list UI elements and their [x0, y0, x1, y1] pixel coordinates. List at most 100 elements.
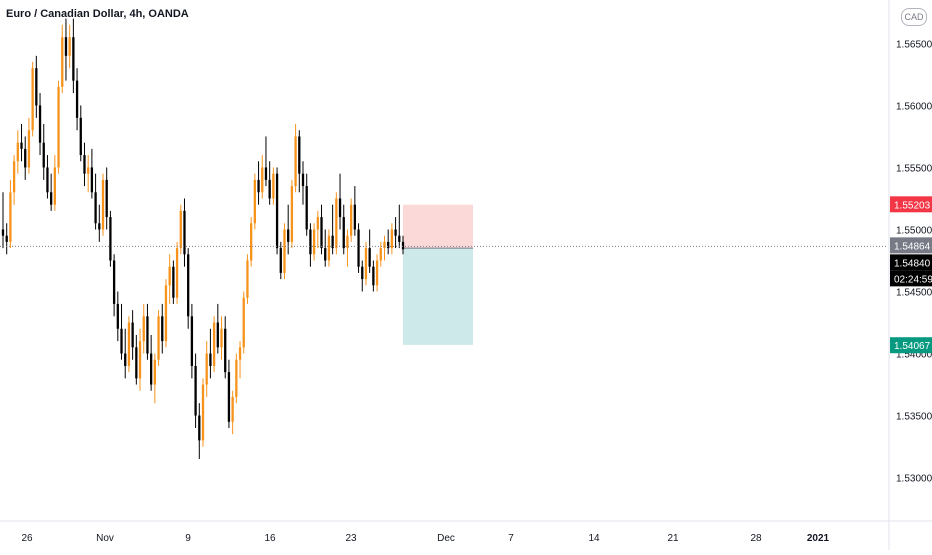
- x-tick-label: 21: [667, 533, 679, 544]
- candle-body: [179, 210, 182, 249]
- candle-body: [127, 322, 131, 366]
- candle-body: [83, 155, 86, 174]
- candle-body: [194, 365, 197, 416]
- y-tick-label: 1.53500: [896, 412, 932, 423]
- y-tick-label: 1.55500: [896, 163, 932, 174]
- current-price-label: 1.54864: [894, 241, 931, 252]
- candle-body: [38, 105, 42, 143]
- candle-body: [68, 37, 71, 56]
- candle-body: [394, 229, 397, 236]
- candle-body: [150, 353, 153, 385]
- candle-body: [238, 347, 242, 360]
- countdown-price-label: 02:24:59: [894, 274, 932, 285]
- candle-body: [298, 136, 301, 174]
- candle-body: [390, 229, 394, 249]
- candle-body: [242, 297, 245, 348]
- candle-body: [379, 248, 382, 261]
- candle-body: [305, 186, 308, 230]
- stop-price-label-bg: [890, 337, 932, 354]
- candle-body: [20, 142, 23, 149]
- candle-body: [90, 167, 94, 193]
- candle-body: [257, 179, 260, 193]
- candle-body: [116, 303, 119, 329]
- candle-body: [320, 217, 323, 249]
- x-tick-label: 23: [345, 533, 357, 544]
- candle-body: [183, 210, 186, 255]
- candle-body: [172, 266, 175, 298]
- candle-body: [53, 167, 56, 205]
- candle-body: [398, 235, 401, 242]
- candle-body: [31, 68, 34, 131]
- candle-body: [79, 117, 82, 156]
- candle-body: [335, 198, 338, 249]
- candle-body: [338, 198, 342, 218]
- candle-body: [138, 341, 142, 379]
- candle-body: [112, 260, 116, 304]
- x-tick-label: 2021: [807, 533, 830, 544]
- x-tick-label: Dec: [437, 533, 455, 544]
- candle-body: [46, 167, 49, 193]
- candle-body: [250, 223, 253, 261]
- candle-body: [383, 241, 386, 249]
- candle-body: [61, 37, 64, 87]
- candle-body: [1, 229, 5, 236]
- candle-body: [227, 372, 231, 422]
- x-tick-label: 26: [21, 533, 33, 544]
- x-tick-label: 7: [508, 533, 514, 544]
- countdown-price-label-bg: [890, 270, 932, 287]
- candle-body: [331, 235, 334, 249]
- candle-body: [261, 167, 264, 193]
- candle-body: [87, 167, 90, 174]
- candle-body: [272, 173, 275, 199]
- short-position-tool: [403, 204, 473, 345]
- candle-body: [175, 248, 179, 298]
- currency-badge[interactable]: CAD: [901, 8, 927, 26]
- price-labels-layer: 1.55203 1.54864 1.54840 02:24:59 1.54067: [890, 196, 932, 354]
- candle-body: [357, 229, 360, 267]
- candle-body: [190, 316, 194, 366]
- candle-body: [342, 217, 345, 249]
- candle-body: [287, 229, 290, 242]
- candle-body: [153, 359, 156, 385]
- candle-body: [353, 204, 356, 230]
- candle-body: [5, 235, 8, 242]
- last-price-label: 1.54840: [894, 258, 931, 269]
- candle-body: [283, 229, 286, 273]
- candle-body: [290, 186, 294, 242]
- candle-body: [212, 322, 216, 366]
- candle-body: [401, 241, 405, 250]
- candle-body: [309, 229, 312, 255]
- candle-body: [24, 148, 27, 168]
- y-tick-label: 1.56000: [896, 101, 932, 112]
- last-price-label-bg: [890, 254, 932, 271]
- candle-body: [224, 328, 227, 373]
- x-tick-label: 14: [588, 533, 600, 544]
- target-price-label: 1.55203: [894, 200, 931, 211]
- candle-body: [268, 179, 271, 199]
- candle-body: [324, 248, 327, 261]
- y-tick-label: 1.54000: [896, 350, 932, 361]
- candle-body: [94, 192, 97, 224]
- x-tick-label: 16: [264, 533, 276, 544]
- candle-body: [27, 130, 31, 168]
- candle-body: [16, 142, 19, 162]
- candle-body: [164, 285, 168, 342]
- candle-body: [279, 248, 282, 273]
- stop-loss-zone: [403, 204, 473, 249]
- candle-body: [375, 260, 379, 286]
- candle-body: [264, 167, 268, 180]
- x-tick-label: Nov: [96, 533, 114, 544]
- x-tick-label: 28: [750, 533, 762, 544]
- x-tick-label: 9: [185, 533, 191, 544]
- candle-body: [316, 217, 319, 230]
- candle-body: [205, 353, 208, 385]
- candle-body: [368, 248, 371, 267]
- y-tick-label: 1.55000: [896, 225, 932, 236]
- symbol-title[interactable]: Euro / Canadian Dollar, 4h, OANDA: [6, 8, 189, 20]
- candle-body: [209, 353, 212, 366]
- candle-body: [231, 396, 234, 422]
- candle-body: [64, 37, 68, 56]
- candle-body: [142, 316, 145, 342]
